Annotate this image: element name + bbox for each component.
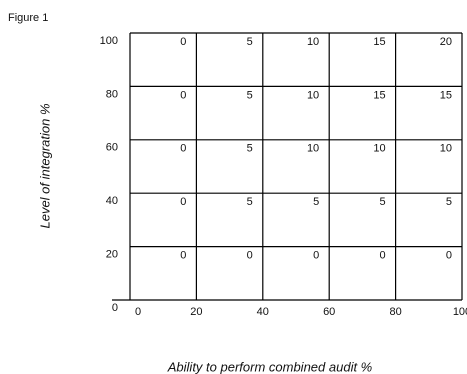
x-tick-label: 20 xyxy=(190,306,202,318)
y-tick-label: 40 xyxy=(106,195,118,207)
cell-value: 10 xyxy=(373,143,385,155)
x-tick-label: 60 xyxy=(323,306,335,318)
y-axis-title: Level of integration % xyxy=(37,103,52,228)
y-tick-label: 20 xyxy=(106,249,118,261)
cell-value: 5 xyxy=(247,196,253,208)
cell-value: 0 xyxy=(379,250,385,262)
cell-value: 15 xyxy=(373,89,385,101)
cell-value: 10 xyxy=(307,36,319,48)
cell-value: 0 xyxy=(313,250,319,262)
y-tick-label: 100 xyxy=(100,35,118,47)
cell-value: 10 xyxy=(307,89,319,101)
cell-value: 10 xyxy=(440,143,452,155)
x-tick-label: 0 xyxy=(135,306,141,318)
cell-value: 0 xyxy=(180,196,186,208)
cell-value: 15 xyxy=(373,36,385,48)
cell-value: 5 xyxy=(313,196,319,208)
cell-value: 0 xyxy=(247,250,253,262)
cell-value: 10 xyxy=(307,143,319,155)
cell-value: 0 xyxy=(180,89,186,101)
cell-value: 5 xyxy=(247,143,253,155)
chart-title: Figure 1 xyxy=(8,12,48,24)
cell-value: 5 xyxy=(379,196,385,208)
y-tick-label: 60 xyxy=(106,142,118,154)
x-tick-label: 100 xyxy=(453,306,467,318)
cell-value: 5 xyxy=(446,196,452,208)
y-tick-label: 0 xyxy=(112,302,118,314)
x-tick-label: 40 xyxy=(257,306,269,318)
cell-value: 5 xyxy=(247,36,253,48)
cell-value: 0 xyxy=(180,36,186,48)
cell-value: 15 xyxy=(440,89,452,101)
cell-value: 0 xyxy=(180,143,186,155)
x-axis-title: Ability to perform combined audit % xyxy=(167,359,372,374)
x-tick-label: 80 xyxy=(389,306,401,318)
cell-value: 0 xyxy=(180,250,186,262)
cell-value: 0 xyxy=(446,250,452,262)
cell-value: 5 xyxy=(247,89,253,101)
cell-value: 20 xyxy=(440,36,452,48)
y-tick-label: 80 xyxy=(106,88,118,100)
